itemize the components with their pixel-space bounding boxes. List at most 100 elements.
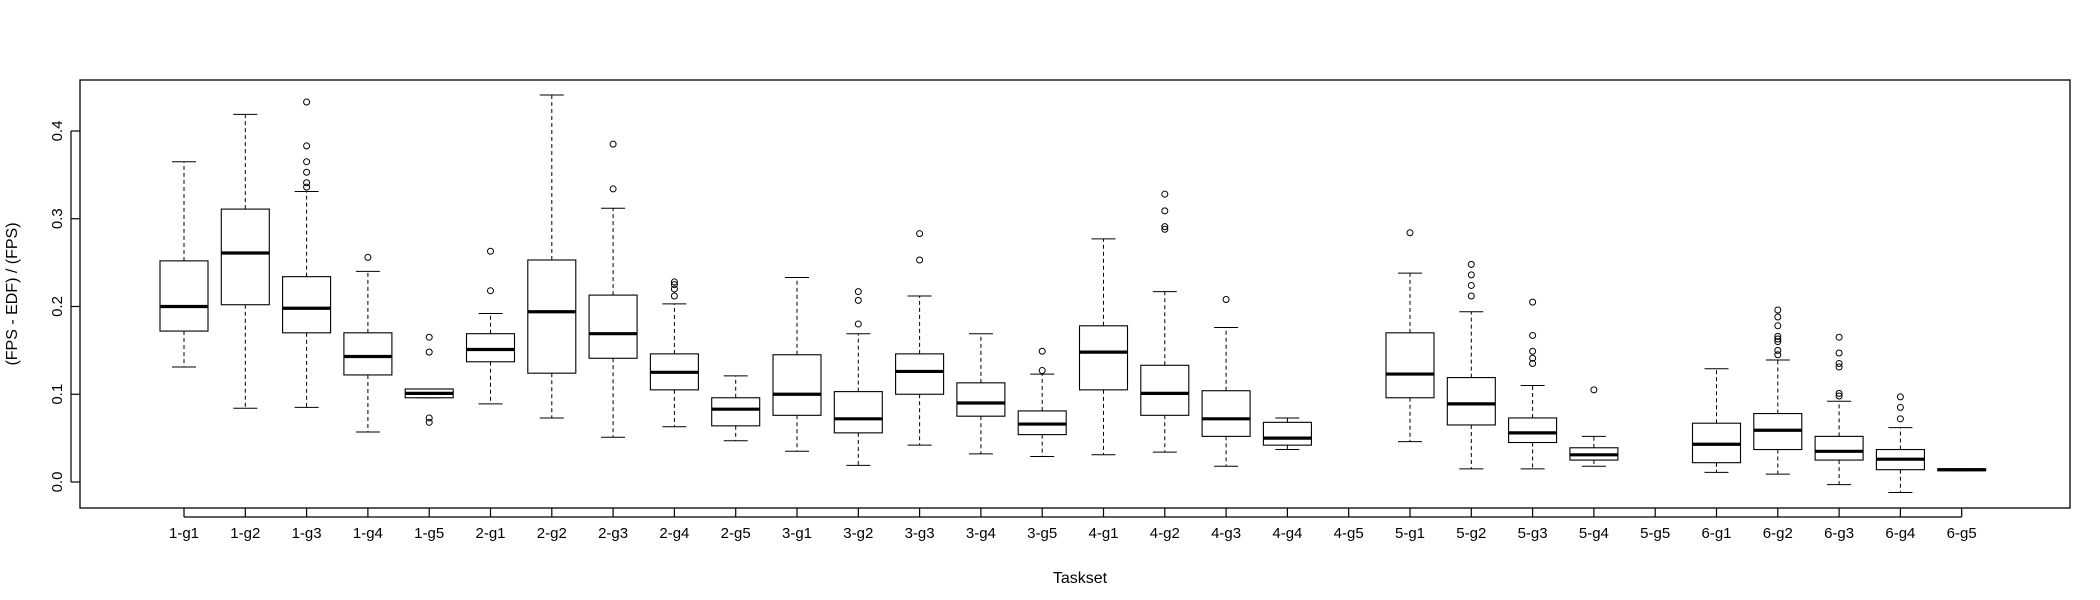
box-iqr xyxy=(1814,435,1864,461)
box-2-g4 xyxy=(649,278,699,428)
x-tick-label: 5-g1 xyxy=(1395,525,1425,542)
y-axis-label: (FPS - EDF) / (FPS) xyxy=(4,222,21,365)
box-3-g2 xyxy=(833,288,883,466)
box-iqr xyxy=(1446,377,1496,426)
x-tick-label: 5-g4 xyxy=(1579,525,1609,542)
box-3-g1 xyxy=(772,277,822,452)
box-3-g5 xyxy=(1017,347,1067,458)
outlier-point xyxy=(1774,332,1782,340)
outlier-point xyxy=(854,288,862,296)
outlier-point xyxy=(1529,354,1537,362)
x-tick-label: 3-g4 xyxy=(966,525,996,542)
x-tick-label: 4-g5 xyxy=(1334,525,1364,542)
x-tick-label: 6-g4 xyxy=(1885,525,1915,542)
outlier-point xyxy=(425,333,433,341)
outlier-point xyxy=(916,230,924,238)
outlier-point xyxy=(670,292,678,300)
box-6-g2 xyxy=(1753,306,1803,475)
x-tick-label: 1-g3 xyxy=(292,525,322,542)
outlier-point xyxy=(1038,367,1046,375)
box-iqr xyxy=(1201,390,1251,437)
box-1-g4 xyxy=(343,253,393,433)
box-2-g3 xyxy=(588,140,638,438)
box-1-g3 xyxy=(282,98,332,408)
outlier-point xyxy=(1835,389,1843,397)
y-tick-label: 0.0 xyxy=(49,472,66,493)
box-1-g2 xyxy=(220,113,270,409)
box-3-g3 xyxy=(895,230,945,446)
outlier-point xyxy=(425,348,433,356)
x-tick-label: 2-g4 xyxy=(659,525,689,542)
box-iqr xyxy=(1508,417,1558,444)
box-iqr xyxy=(1140,364,1190,416)
x-tick-label: 6-g2 xyxy=(1763,525,1793,542)
outlier-point xyxy=(1590,386,1598,394)
x-tick-label: 3-g3 xyxy=(905,525,935,542)
x-tick-label: 3-g1 xyxy=(782,525,812,542)
outlier-point xyxy=(303,183,311,191)
outlier-point xyxy=(1896,393,1904,401)
outlier-point xyxy=(1774,322,1782,330)
box-2-g2 xyxy=(527,94,577,419)
x-tick-label: 2-g1 xyxy=(475,525,505,542)
outlier-point xyxy=(670,285,678,293)
x-tick-label: 4-g3 xyxy=(1211,525,1241,542)
x-tick-label: 1-g1 xyxy=(169,525,199,542)
outlier-point xyxy=(854,320,862,328)
box-4-g1 xyxy=(1078,238,1129,456)
outlier-point xyxy=(609,185,617,193)
box-iqr xyxy=(159,260,209,332)
outlier-point xyxy=(1835,360,1843,368)
outlier-point xyxy=(1835,333,1843,341)
outlier-point xyxy=(1467,271,1475,279)
x-tick-label: 6-g3 xyxy=(1824,525,1854,542)
outlier-point xyxy=(303,179,311,187)
x-tick-label: 5-g5 xyxy=(1640,525,1670,542)
outlier-point xyxy=(670,281,678,289)
x-tick-label: 2-g3 xyxy=(598,525,628,542)
box-iqr xyxy=(772,354,822,416)
x-tick-label: 4-g2 xyxy=(1150,525,1180,542)
box-5-g3 xyxy=(1508,298,1558,470)
box-iqr xyxy=(527,259,577,374)
box-2-g1 xyxy=(465,247,516,405)
box-6-g3 xyxy=(1814,333,1864,486)
x-tick-label: 2-g5 xyxy=(721,525,751,542)
x-axis: 1-g1 1-g2 1-g3 1-g4 1-g5 2-g1 2-g2 2-g3 2-g4 2-g5… xyxy=(169,508,1977,542)
y-tick-label: 0.4 xyxy=(49,121,66,142)
box-iqr xyxy=(833,391,883,434)
outlier-point xyxy=(487,287,494,295)
outlier-point xyxy=(1529,331,1537,339)
box-4-g3 xyxy=(1201,295,1251,467)
box-iqr xyxy=(465,333,516,363)
y-tick-label: 0.2 xyxy=(49,296,66,317)
box-iqr xyxy=(711,397,761,427)
outlier-point xyxy=(1467,260,1475,268)
outlier-point xyxy=(487,247,494,255)
x-tick-label: 4-g1 xyxy=(1088,525,1118,542)
x-tick-label: 1-g4 xyxy=(353,525,383,542)
outlier-point xyxy=(303,142,311,150)
y-tick-label: 0.3 xyxy=(49,208,66,229)
outlier-point xyxy=(1467,281,1475,289)
y-tick-label: 0.1 xyxy=(49,384,66,405)
x-tick-label: 5-g3 xyxy=(1518,525,1548,542)
outlier-point xyxy=(1222,295,1230,303)
x-axis-label: Taskset xyxy=(1053,570,1108,587)
outlier-point xyxy=(1835,392,1843,400)
outlier-point xyxy=(1529,298,1537,306)
box-iqr xyxy=(1385,332,1435,399)
outlier-point xyxy=(1529,360,1537,368)
box-group xyxy=(159,94,1987,494)
box-2-g5 xyxy=(711,375,761,442)
plot-frame xyxy=(79,79,2071,509)
outlier-point xyxy=(1896,415,1904,423)
box-iqr xyxy=(220,208,270,306)
x-tick-label: 6-g5 xyxy=(1947,525,1977,542)
outlier-point xyxy=(1467,292,1475,300)
outlier-point xyxy=(1529,347,1537,355)
box-6-g4 xyxy=(1875,393,1925,494)
outlier-point xyxy=(1774,351,1782,359)
box-iqr xyxy=(343,332,393,376)
outlier-point xyxy=(670,278,678,286)
